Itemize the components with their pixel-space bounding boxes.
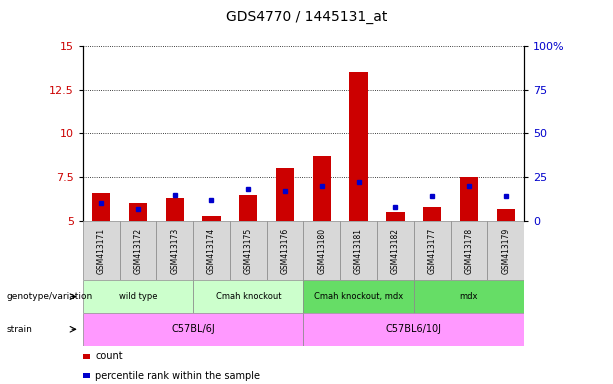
Text: GSM413182: GSM413182 bbox=[391, 228, 400, 273]
Text: wild type: wild type bbox=[119, 292, 157, 301]
Text: GSM413176: GSM413176 bbox=[281, 227, 289, 274]
Bar bbox=[120, 221, 156, 280]
Bar bbox=[230, 221, 267, 280]
Bar bbox=[83, 373, 90, 378]
Bar bbox=[349, 72, 368, 221]
Text: C57BL/6J: C57BL/6J bbox=[171, 324, 215, 334]
Text: C57BL6/10J: C57BL6/10J bbox=[386, 324, 442, 334]
Bar bbox=[129, 204, 147, 221]
Text: mdx: mdx bbox=[460, 292, 478, 301]
Bar bbox=[460, 177, 478, 221]
Bar bbox=[313, 156, 331, 221]
Bar bbox=[303, 313, 524, 346]
Bar bbox=[83, 313, 303, 346]
Bar bbox=[340, 221, 377, 280]
Text: GSM413180: GSM413180 bbox=[318, 227, 326, 274]
Text: GSM413181: GSM413181 bbox=[354, 228, 363, 273]
Text: Cmah knockout: Cmah knockout bbox=[216, 292, 281, 301]
Bar bbox=[267, 221, 303, 280]
Text: GSM413172: GSM413172 bbox=[134, 227, 142, 274]
Bar bbox=[193, 280, 303, 313]
Bar bbox=[451, 221, 487, 280]
Text: GSM413173: GSM413173 bbox=[170, 227, 179, 274]
Bar bbox=[377, 221, 414, 280]
Text: GSM413178: GSM413178 bbox=[465, 227, 473, 274]
Bar bbox=[303, 221, 340, 280]
Text: genotype/variation: genotype/variation bbox=[6, 292, 93, 301]
Bar bbox=[202, 215, 221, 221]
Bar bbox=[83, 221, 120, 280]
Text: Cmah knockout, mdx: Cmah knockout, mdx bbox=[314, 292, 403, 301]
Text: GSM413174: GSM413174 bbox=[207, 227, 216, 274]
Bar bbox=[497, 209, 515, 221]
Text: GSM413171: GSM413171 bbox=[97, 227, 105, 274]
Text: GSM413179: GSM413179 bbox=[501, 227, 510, 274]
Bar bbox=[303, 280, 414, 313]
Text: GSM413177: GSM413177 bbox=[428, 227, 436, 274]
Text: strain: strain bbox=[6, 325, 32, 334]
Bar bbox=[83, 280, 193, 313]
Bar bbox=[92, 193, 110, 221]
Bar bbox=[83, 354, 90, 359]
Bar bbox=[276, 169, 294, 221]
Text: GDS4770 / 1445131_at: GDS4770 / 1445131_at bbox=[226, 10, 387, 23]
Text: percentile rank within the sample: percentile rank within the sample bbox=[95, 371, 260, 381]
Bar bbox=[156, 221, 193, 280]
Bar bbox=[487, 221, 524, 280]
Text: GSM413175: GSM413175 bbox=[244, 227, 253, 274]
Bar bbox=[193, 221, 230, 280]
Bar bbox=[423, 207, 441, 221]
Bar bbox=[414, 280, 524, 313]
Bar bbox=[239, 195, 257, 221]
Bar bbox=[166, 198, 184, 221]
Text: count: count bbox=[95, 351, 123, 361]
Bar bbox=[386, 212, 405, 221]
Bar bbox=[414, 221, 451, 280]
